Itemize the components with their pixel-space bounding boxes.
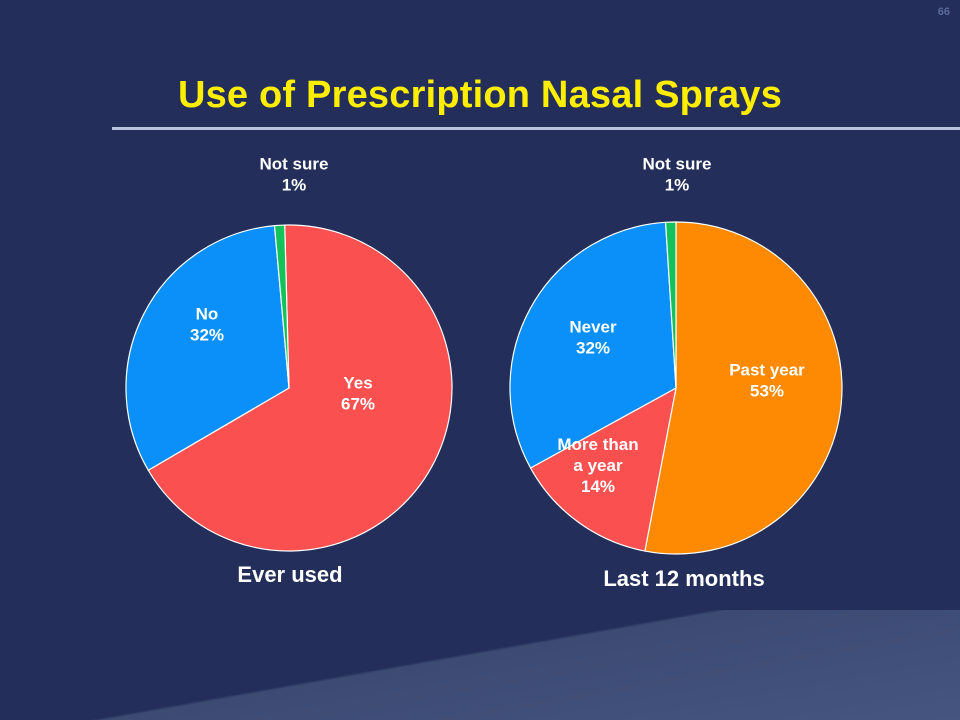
pie-chart-ever-used: Yes 67% No 32% Not sure 1% Ever used bbox=[125, 155, 453, 587]
pie-chart-last-12-months: Past year 53% More than a year 14% Never 32% No… bbox=[509, 155, 843, 591]
pie-slice-not-sure bbox=[273, 224, 290, 389]
slide-number: 66 bbox=[937, 6, 950, 18]
pie-slice-past-year bbox=[644, 221, 843, 555]
slice-label-no: No 32% bbox=[190, 305, 224, 345]
page-title: Use of Prescription Nasal Sprays bbox=[177, 74, 783, 116]
chart-caption-ever-used: Ever used bbox=[237, 562, 342, 587]
slice-label-not-sure: Not sure 1% bbox=[643, 155, 712, 195]
slice-label-past-year: Past year 53% bbox=[729, 361, 805, 401]
pie-slice-not-sure bbox=[664, 221, 677, 389]
slice-label-not-sure: Not sure 1% bbox=[260, 155, 329, 195]
pie-slice-never bbox=[509, 221, 677, 469]
pie-slice-no bbox=[125, 225, 290, 471]
slice-label-more-than-a-year: More than a year 14% bbox=[557, 435, 638, 496]
chart-caption-last-12-months: Last 12 months bbox=[603, 566, 764, 591]
pie-slice-yes bbox=[147, 224, 453, 552]
slice-label-yes: Yes 67% bbox=[341, 374, 375, 414]
footer-band bbox=[0, 610, 960, 720]
pie-slice-more-than-a-year bbox=[529, 387, 677, 552]
slice-label-never: Never 32% bbox=[569, 318, 617, 358]
title-divider bbox=[112, 127, 960, 130]
